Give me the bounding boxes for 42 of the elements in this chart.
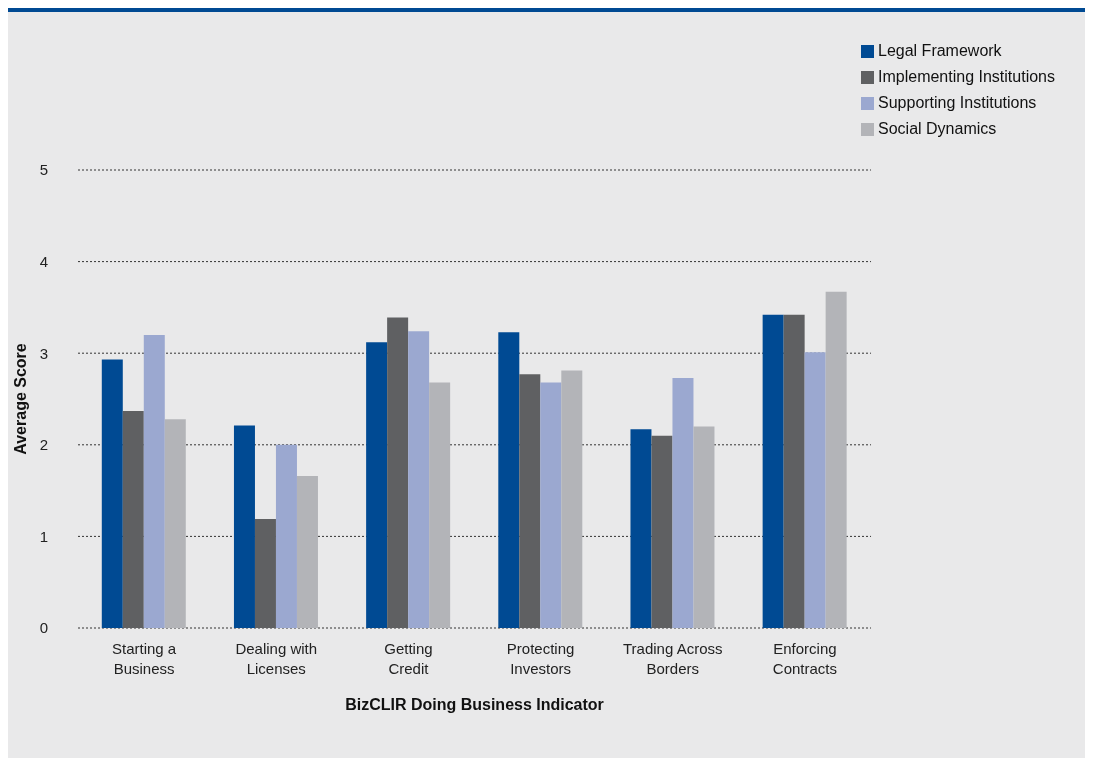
bar [429, 382, 451, 628]
bar [672, 377, 694, 628]
x-tick-label: Starting a Business [111, 640, 177, 677]
legend-label: Social Dynamics [878, 120, 997, 137]
bar [233, 425, 255, 628]
bar [804, 352, 826, 628]
y-tick-label: 1 [39, 527, 48, 545]
x-tick-label: Enforcing Contracts [772, 640, 838, 677]
bar [101, 359, 123, 628]
x-tick-label: Trading Across Borders [623, 640, 723, 677]
bar [387, 317, 409, 628]
x-axis-title: BizCLIR Doing Business Indicator [345, 696, 604, 713]
y-tick-label: 5 [39, 161, 48, 179]
bar [498, 332, 520, 628]
bar [275, 444, 297, 628]
bar [254, 519, 276, 628]
bar [762, 314, 784, 628]
bar [296, 475, 318, 628]
bar [540, 382, 562, 628]
bar [164, 419, 186, 628]
bar [122, 410, 144, 628]
y-tick-label: 3 [39, 344, 48, 362]
bar [143, 334, 165, 628]
bar [408, 331, 430, 628]
bar [630, 429, 652, 628]
y-axis-title: Average Score [11, 343, 29, 455]
legend-label: Implementing Institutions [878, 68, 1055, 85]
legend-label: Supporting Institutions [878, 94, 1037, 111]
legend-label: Legal Framework [878, 42, 1002, 59]
bar [519, 374, 541, 628]
y-tick-label: 4 [39, 252, 48, 270]
bar [651, 435, 673, 628]
bar [561, 370, 583, 628]
bar [825, 291, 847, 628]
bar [783, 314, 805, 628]
bar [693, 426, 715, 628]
x-tick-label: Dealing with Licenses [235, 640, 318, 677]
y-tick-label: 2 [39, 436, 48, 454]
x-tick-label: Protecting Investors [506, 640, 575, 677]
x-tick-label: Getting Credit [384, 640, 433, 677]
bar [366, 342, 388, 628]
y-tick-label: 0 [39, 619, 48, 637]
